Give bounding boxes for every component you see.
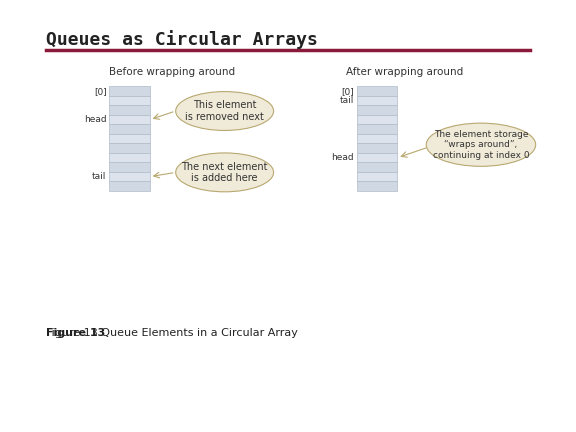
Text: [0]: [0] xyxy=(94,87,107,95)
FancyBboxPatch shape xyxy=(357,124,397,134)
FancyBboxPatch shape xyxy=(109,105,150,115)
FancyBboxPatch shape xyxy=(109,143,150,153)
FancyBboxPatch shape xyxy=(109,134,150,143)
FancyBboxPatch shape xyxy=(109,153,150,162)
Text: This element
is removed next: This element is removed next xyxy=(185,100,264,122)
Text: Figure 13: Figure 13 xyxy=(46,328,109,338)
FancyBboxPatch shape xyxy=(109,86,150,96)
Text: [0]: [0] xyxy=(342,87,354,95)
FancyBboxPatch shape xyxy=(357,172,397,181)
FancyBboxPatch shape xyxy=(109,162,150,172)
FancyBboxPatch shape xyxy=(357,115,397,124)
FancyBboxPatch shape xyxy=(109,181,150,191)
FancyBboxPatch shape xyxy=(357,181,397,191)
FancyBboxPatch shape xyxy=(109,115,150,124)
FancyBboxPatch shape xyxy=(109,96,150,105)
Text: The next element
is added here: The next element is added here xyxy=(181,162,268,183)
FancyBboxPatch shape xyxy=(357,162,397,172)
FancyBboxPatch shape xyxy=(357,143,397,153)
Text: tail: tail xyxy=(92,172,107,181)
Ellipse shape xyxy=(176,92,274,130)
Text: Before wrapping around: Before wrapping around xyxy=(109,67,236,77)
FancyBboxPatch shape xyxy=(109,124,150,134)
FancyBboxPatch shape xyxy=(357,134,397,143)
Text: The element storage
“wraps around”,
continuing at index 0: The element storage “wraps around”, cont… xyxy=(433,130,529,159)
Text: Figure 13 Queue Elements in a Circular Array: Figure 13 Queue Elements in a Circular A… xyxy=(46,328,298,338)
Text: After wrapping around: After wrapping around xyxy=(346,67,463,77)
Ellipse shape xyxy=(176,153,274,192)
FancyBboxPatch shape xyxy=(357,86,397,96)
Text: head: head xyxy=(332,153,354,162)
FancyBboxPatch shape xyxy=(357,153,397,162)
FancyBboxPatch shape xyxy=(357,96,397,105)
Text: tail: tail xyxy=(340,96,354,105)
Text: head: head xyxy=(84,115,107,124)
Ellipse shape xyxy=(426,123,536,166)
Text: Queues as Circular Arrays: Queues as Circular Arrays xyxy=(46,30,318,49)
FancyBboxPatch shape xyxy=(109,172,150,181)
FancyBboxPatch shape xyxy=(357,105,397,115)
